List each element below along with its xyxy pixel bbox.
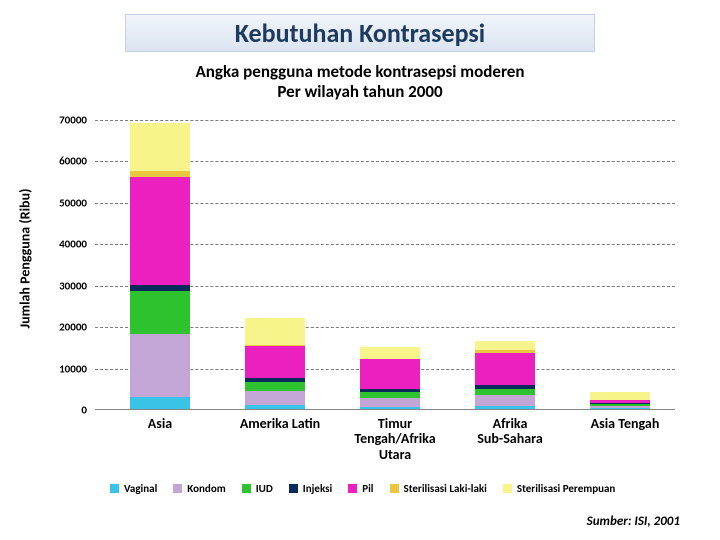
bar-segment-pil <box>360 359 420 389</box>
y-tick-label: 20000 <box>42 321 87 334</box>
chart-subtitle: Angka pengguna metode kontrasepsi modere… <box>0 62 720 103</box>
legend-swatch <box>110 484 119 493</box>
x-axis-label: Asia <box>110 416 210 431</box>
bar-group <box>590 392 650 409</box>
bar-segment-ster_per <box>360 347 420 359</box>
x-axis-label: Amerika Latin <box>225 416 335 431</box>
bar-segment-kondom <box>130 334 190 396</box>
legend-label: Injeksi <box>303 482 332 495</box>
legend-label: Vaginal <box>124 482 157 495</box>
legend-swatch <box>348 484 357 493</box>
legend-swatch <box>503 484 512 493</box>
title-band: Kebutuhan Kontrasepsi <box>125 14 595 52</box>
subtitle-line2: Per wilayah tahun 2000 <box>277 81 442 102</box>
legend-label: Sterilisasi Laki-laki <box>404 482 487 495</box>
bar-segment-iud <box>130 291 190 335</box>
x-axis-label: AfrikaSub-Sahara <box>455 416 565 447</box>
bar-segment-ster_per <box>590 392 650 399</box>
bar-group <box>360 347 420 409</box>
bar-segment-pil <box>475 353 535 384</box>
chart-plot: 010000200003000040000500006000070000 <box>95 120 675 410</box>
chart-source: Sumber: ISI, 2001 <box>587 514 680 529</box>
bar-segment-kondom <box>245 391 305 405</box>
bar-segment-kondom <box>360 398 420 407</box>
subtitle-line1: Angka pengguna metode kontrasepsi modere… <box>196 61 525 82</box>
legend-swatch <box>390 484 399 493</box>
legend-item-ster_per: Sterilisasi Perempuan <box>503 482 615 495</box>
legend-label: Pil <box>362 482 373 495</box>
bar-segment-ster_per <box>475 341 535 351</box>
bar-segment-iud <box>245 382 305 391</box>
legend-item-pil: Pil <box>348 482 373 495</box>
bar-segment-vaginal <box>360 407 420 409</box>
bar-segment-vaginal <box>475 406 535 409</box>
y-tick-label: 0 <box>42 404 87 417</box>
bar-group <box>245 318 305 409</box>
x-axis-label: TimurTengah/AfrikaUtara <box>335 416 455 462</box>
chart-legend: Vaginal Kondom IUD Injeksi Pil Sterilisasi La… <box>110 482 700 499</box>
y-tick-label: 40000 <box>42 238 87 251</box>
y-tick-label: 50000 <box>42 196 87 209</box>
y-tick-label: 60000 <box>42 155 87 168</box>
bar-segment-kondom <box>475 395 535 407</box>
legend-label: Kondom <box>187 482 225 495</box>
y-tick-label: 30000 <box>42 279 87 292</box>
legend-label: Sterilisasi Perempuan <box>517 482 615 495</box>
chart-area: 010000200003000040000500006000070000 Asi… <box>95 120 675 438</box>
legend-item-iud: IUD <box>242 482 273 495</box>
legend-item-ster_laki: Sterilisasi Laki-laki <box>390 482 487 495</box>
y-axis-label: Jumlah Pengguna (Ribu) <box>17 109 34 409</box>
bar-segment-vaginal <box>130 397 190 409</box>
legend-item-injeksi: Injeksi <box>289 482 332 495</box>
bar-segment-vaginal <box>590 408 650 409</box>
x-axis-label: Asia Tengah <box>570 416 680 431</box>
grid-line <box>95 120 675 121</box>
bar-segment-ster_per <box>130 123 190 171</box>
legend-label: IUD <box>256 482 273 495</box>
bar-segment-pil <box>245 346 305 377</box>
page-title: Kebutuhan Kontrasepsi <box>235 17 485 49</box>
bar-segment-ster_per <box>245 318 305 345</box>
legend-item-kondom: Kondom <box>173 482 225 495</box>
legend-swatch <box>289 484 298 493</box>
y-tick-label: 70000 <box>42 114 87 127</box>
legend-item-vaginal: Vaginal <box>110 482 157 495</box>
y-tick-label: 10000 <box>42 362 87 375</box>
bar-group <box>130 123 190 409</box>
bar-segment-pil <box>130 177 190 285</box>
legend-swatch <box>173 484 182 493</box>
bar-segment-vaginal <box>245 405 305 409</box>
bar-group <box>475 341 535 409</box>
legend-swatch <box>242 484 251 493</box>
